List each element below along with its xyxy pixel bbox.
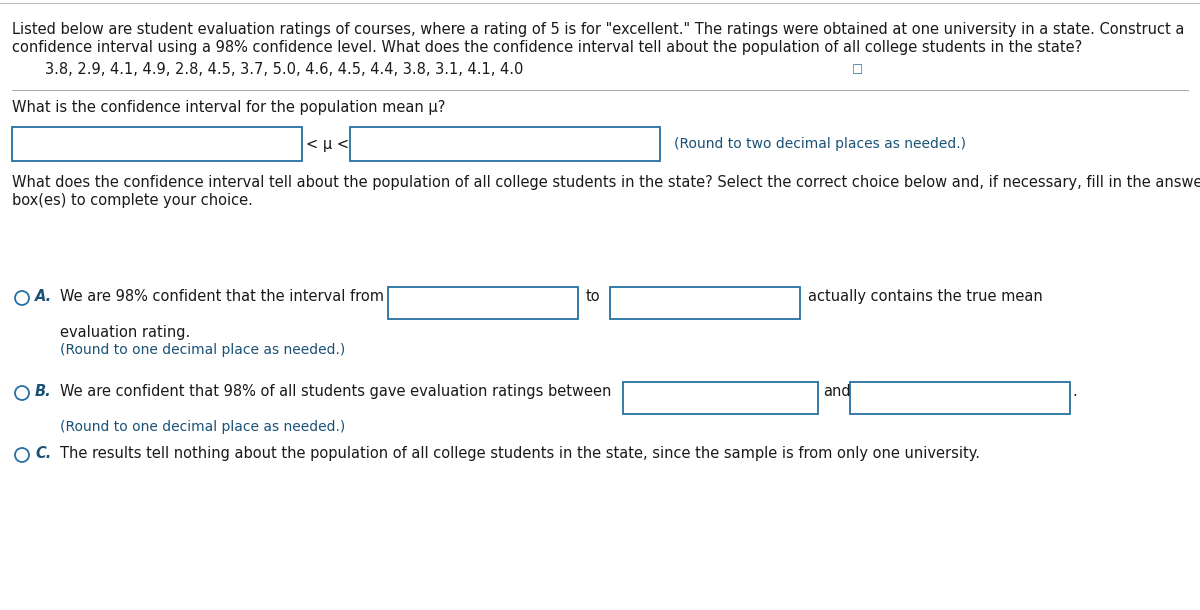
FancyBboxPatch shape [850, 382, 1070, 414]
Text: to: to [586, 289, 601, 304]
FancyBboxPatch shape [12, 127, 302, 161]
Text: What does the confidence interval tell about the population of all college stude: What does the confidence interval tell a… [12, 175, 1200, 190]
Text: C.: C. [35, 446, 52, 461]
Text: (Round to one decimal place as needed.): (Round to one decimal place as needed.) [60, 420, 346, 434]
Text: confidence interval using a 98% confidence level. What does the confidence inter: confidence interval using a 98% confiden… [12, 40, 1082, 55]
Text: What is the confidence interval for the population mean μ?: What is the confidence interval for the … [12, 100, 445, 115]
Text: (Round to one decimal place as needed.): (Round to one decimal place as needed.) [60, 343, 346, 357]
Text: box(es) to complete your choice.: box(es) to complete your choice. [12, 193, 253, 208]
Text: and: and [823, 384, 851, 399]
Text: 3.8, 2.9, 4.1, 4.9, 2.8, 4.5, 3.7, 5.0, 4.6, 4.5, 4.4, 3.8, 3.1, 4.1, 4.0: 3.8, 2.9, 4.1, 4.9, 2.8, 4.5, 3.7, 5.0, … [46, 62, 523, 77]
Text: A.: A. [35, 289, 52, 304]
FancyBboxPatch shape [388, 287, 578, 319]
Text: < μ <: < μ < [306, 137, 349, 151]
Text: actually contains the true mean: actually contains the true mean [808, 289, 1043, 304]
Text: The results tell nothing about the population of all college students in the sta: The results tell nothing about the popul… [60, 446, 980, 461]
Text: (Round to two decimal places as needed.): (Round to two decimal places as needed.) [674, 137, 966, 151]
Text: evaluation rating.: evaluation rating. [60, 325, 191, 340]
Text: .: . [1072, 384, 1076, 399]
FancyBboxPatch shape [350, 127, 660, 161]
Text: Listed below are student evaluation ratings of courses, where a rating of 5 is f: Listed below are student evaluation rati… [12, 22, 1184, 37]
Text: □: □ [852, 62, 863, 75]
FancyBboxPatch shape [610, 287, 800, 319]
Text: We are confident that 98% of all students gave evaluation ratings between: We are confident that 98% of all student… [60, 384, 611, 399]
FancyBboxPatch shape [623, 382, 818, 414]
Text: B.: B. [35, 384, 52, 399]
Text: We are 98% confident that the interval from: We are 98% confident that the interval f… [60, 289, 384, 304]
